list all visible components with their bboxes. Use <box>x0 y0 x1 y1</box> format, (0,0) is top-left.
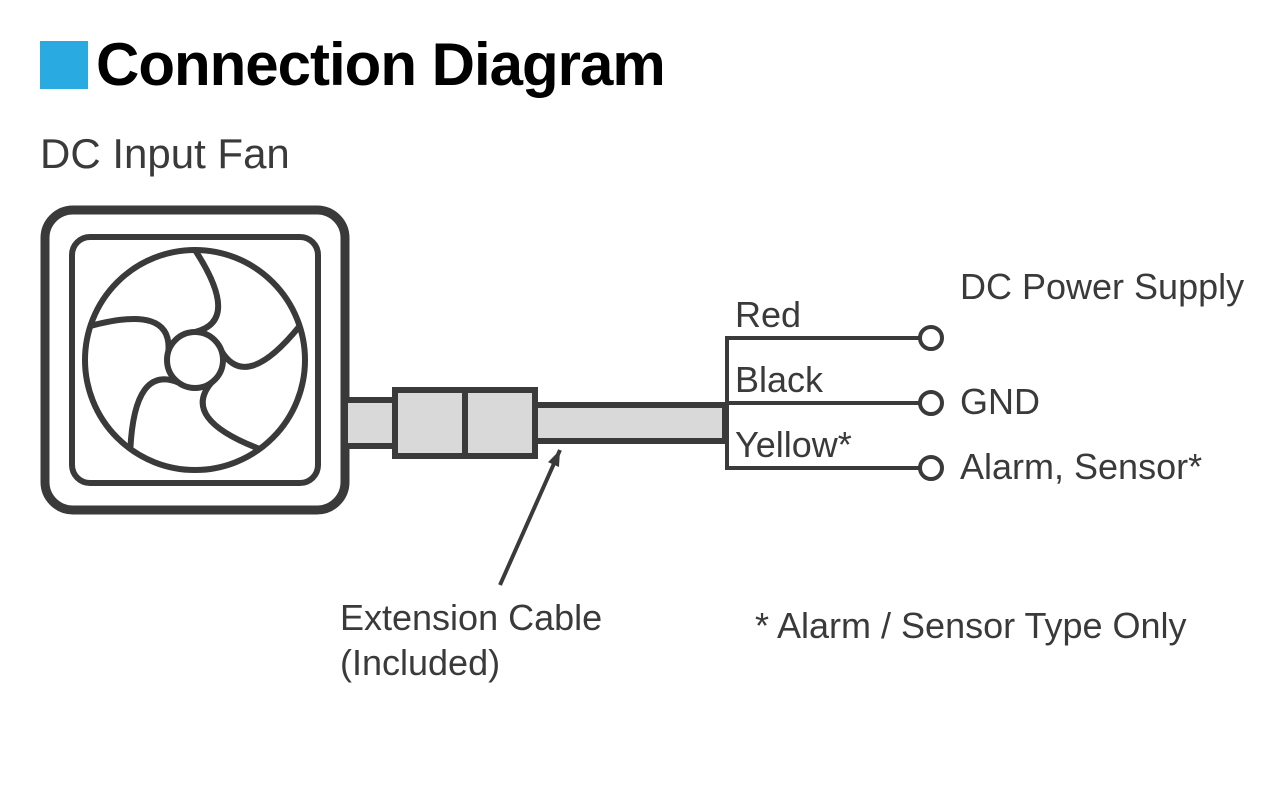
wire-color-label: Red <box>735 294 801 336</box>
wiring-diagram <box>0 0 1280 796</box>
terminal-icon <box>920 327 942 349</box>
fan-blade <box>90 319 168 351</box>
terminal-label: GND <box>960 381 1040 423</box>
cable-connector-2 <box>465 390 535 456</box>
extension-arrow-head-icon <box>548 450 560 467</box>
extension-cable-label-line: (Included) <box>340 640 602 685</box>
extension-arrow <box>500 450 560 585</box>
terminal-icon <box>920 457 942 479</box>
terminal-label: Alarm, Sensor* <box>960 446 1202 488</box>
cable-stub <box>345 400 395 446</box>
fan-blade <box>195 250 218 332</box>
footnote: * Alarm / Sensor Type Only <box>755 605 1187 647</box>
extension-cable-label-line: Extension Cable <box>340 595 602 640</box>
wire-color-label: Yellow* <box>735 424 852 466</box>
cable-run <box>535 405 725 441</box>
fan-hub <box>167 332 223 388</box>
cable-connector-1 <box>395 390 465 456</box>
diagram-container: Connection Diagram DC Input Fan RedBlack… <box>0 0 1280 796</box>
fan-blade <box>203 383 260 449</box>
fan-blade <box>222 326 300 367</box>
terminal-label: DC Power Supply <box>960 266 1244 308</box>
extension-cable-label: Extension Cable(Included) <box>340 595 602 685</box>
fan-blade <box>130 379 178 449</box>
terminal-icon <box>920 392 942 414</box>
wire-color-label: Black <box>735 359 823 401</box>
